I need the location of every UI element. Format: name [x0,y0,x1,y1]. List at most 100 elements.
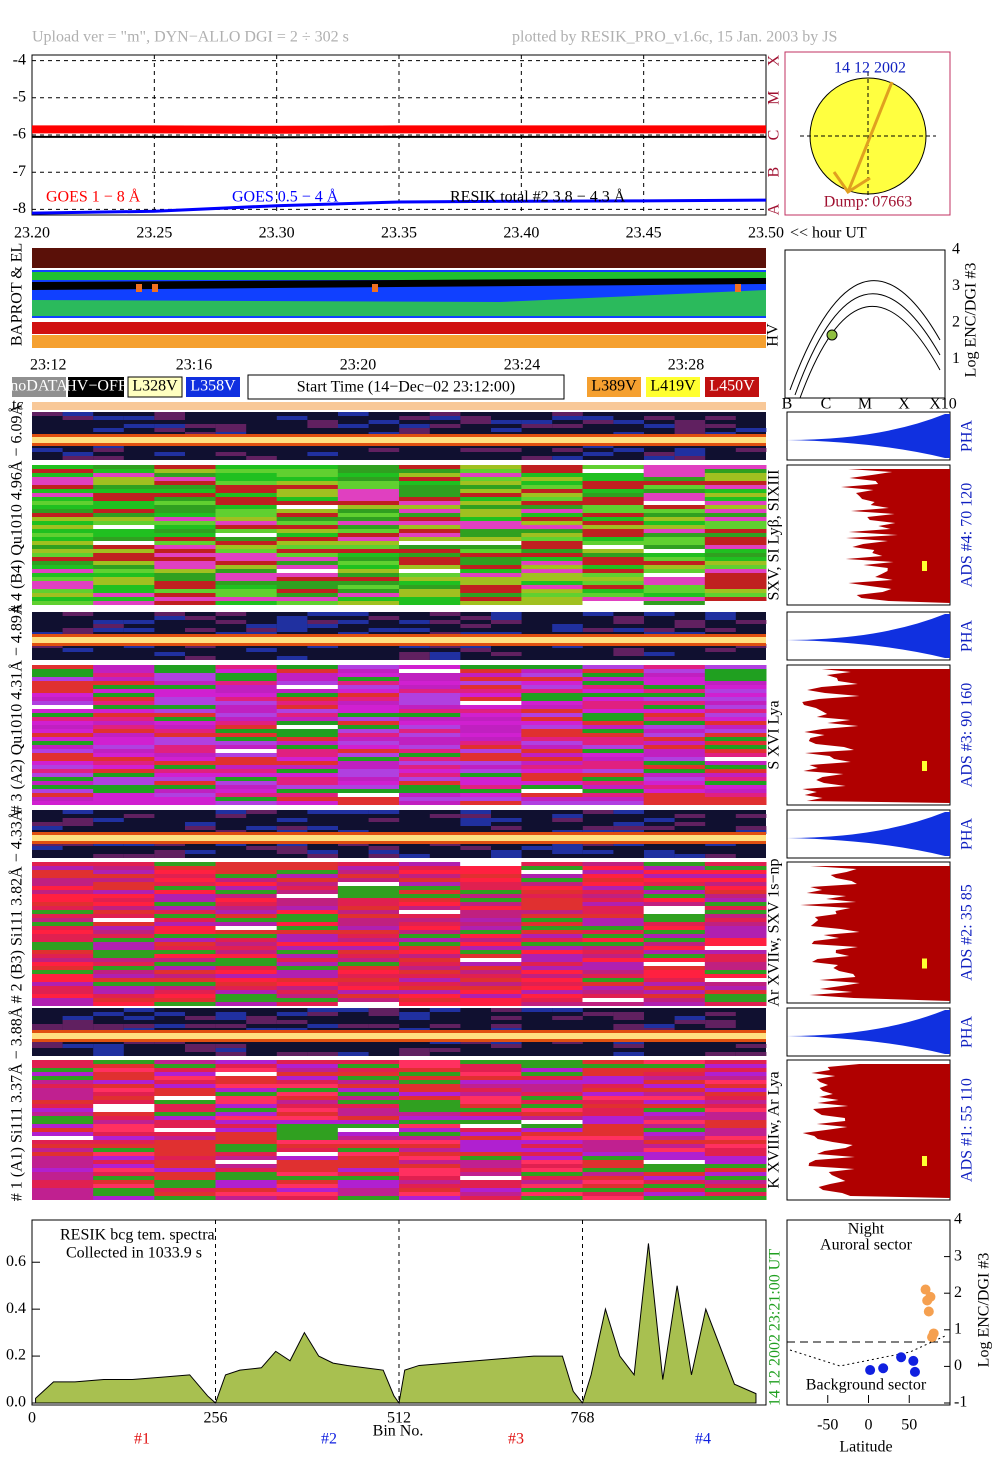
spectrogram-cell [93,1148,155,1152]
spectrogram-cell [215,1160,278,1164]
pha-peak [32,835,766,841]
spectrogram-cell [276,737,339,741]
spectrogram-cell [93,914,155,918]
pha-noise [215,452,247,456]
spectrogram-cell [276,753,339,757]
spectrogram-cell [215,958,278,962]
spectrogram-cell [399,465,461,469]
spectrogram-cell [32,529,94,533]
spectrogram-cell [154,894,216,898]
time-tick-label: 23:28 [668,357,704,374]
spectrogram-cell [521,577,583,581]
pha-noise [307,624,338,628]
spectrogram-cell [582,862,645,866]
pha-noise [705,1012,736,1016]
spectrogram-cell [643,557,706,561]
spectrogram-cell [276,781,339,785]
y-tick-label: -5 [13,88,26,105]
spectrogram-cell [215,777,278,781]
ads-marker [922,1156,927,1166]
spectrogram-cell [337,1100,400,1104]
spectrogram-cell [521,565,583,569]
spectrogram-cell [32,801,94,805]
spectrogram-cell [276,910,339,914]
spectrogram-cell [32,1136,94,1140]
spectrogram-cell [154,549,216,553]
pha-noise [62,412,94,416]
spectrogram-cell [215,902,278,906]
spectrogram-cell [215,1116,278,1120]
spectrogram-cell [643,721,706,725]
spectrogram-cell [93,749,155,753]
spectrogram-cell [582,529,645,533]
spectrogram-cell [704,910,767,914]
spectrogram-cell [276,709,339,713]
y-tick-label: 4 [954,1211,962,1228]
spectrogram-cell [32,465,94,469]
legend-label: L450V [709,378,755,395]
spectrogram-cell [460,773,522,777]
pha-noise [429,424,461,428]
spectrogram-cell [460,906,522,910]
spectrogram-cell [704,501,767,505]
spectrogram-cell [32,994,94,998]
spectrogram-cell [643,1136,706,1140]
spectrogram-cell [521,898,583,902]
spectrogram-cell [215,673,278,677]
spectrogram-cell [276,874,339,878]
spectrogram-cell [643,1072,706,1076]
spectrogram-cell [643,1152,706,1156]
spectrogram-cell [582,793,645,797]
spectrogram-cell [93,986,155,990]
spectrogram-cell [32,577,94,581]
x-tick-label: -50 [817,1417,838,1434]
rotated-label: Log ENC/DGI #3 [976,1253,993,1368]
spectrogram-cell [32,866,94,870]
spectrogram-cell [582,1072,645,1076]
spectrogram-cell [704,882,767,886]
spectrogram-cell [582,729,645,733]
spectrogram-cell [643,1100,706,1104]
spectrogram-cell [337,761,400,765]
spectrogram-cell [460,485,522,489]
spectrogram-cell [399,1188,461,1192]
pha-noise [613,1044,644,1048]
spectrogram-cell [704,962,767,966]
spectrogram-cell [93,1184,155,1188]
spectrogram-cell [215,709,278,713]
spectrogram-cell [643,489,706,493]
spectrogram-cell [337,934,400,938]
spectrogram-cell [154,1172,216,1176]
pha-noise [491,620,522,624]
spectrogram-cell [93,1120,155,1124]
spectrogram-cell [337,918,400,922]
pha-noise [705,424,736,428]
spectrogram-cell [704,677,767,681]
panel-title: Auroral sector [820,1237,913,1254]
spectrogram-cell [521,1080,583,1084]
pha-noise [123,1008,155,1012]
spectrogram-cell [154,757,216,761]
spectrogram-cell [643,1164,706,1168]
spectrogram-cell [460,601,522,605]
spectrogram-cell [276,954,339,958]
spectrogram-cell [93,938,155,942]
legend-box [587,377,641,397]
spectrogram-cell [337,998,400,1002]
spectrogram-cell [460,1176,522,1180]
spectrogram-cell [521,549,583,553]
spectrogram-cell [399,545,461,549]
spectrogram-cell [460,801,522,805]
spectrogram-cell [704,729,767,733]
spectrogram-cell [337,1188,400,1192]
spectrogram-cell [154,1144,216,1148]
spectrogram-cell [460,669,522,673]
spectrogram-cell [93,1176,155,1180]
pha-noise [521,456,553,460]
spectrogram-cell [582,874,645,878]
pha-noise [552,846,583,850]
spectrogram-cell [399,970,461,974]
pha-noise [246,846,277,850]
spectrogram-cell [154,689,216,693]
spectrogram-cell [93,1104,155,1108]
